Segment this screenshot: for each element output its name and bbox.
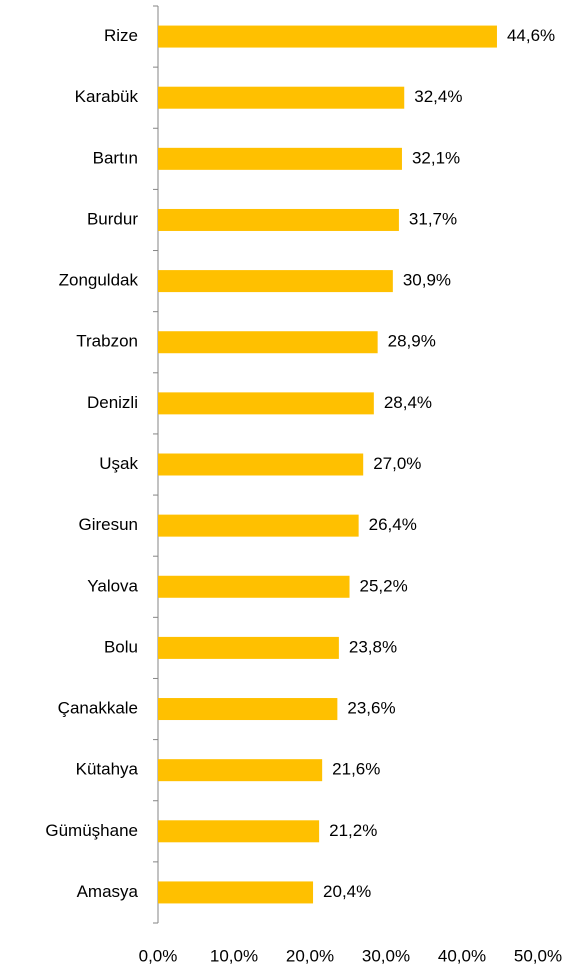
y-tick-label: Uşak <box>99 454 138 473</box>
value-label: 32,1% <box>412 148 460 167</box>
y-tick-label: Bolu <box>104 637 138 656</box>
bar <box>158 453 364 476</box>
y-tick-label: Giresun <box>78 515 138 534</box>
bar <box>158 392 374 415</box>
value-label: 21,6% <box>332 760 380 779</box>
bar <box>158 331 378 354</box>
bar <box>158 25 497 48</box>
x-tick-label: 40,0% <box>438 946 486 965</box>
x-tick-label: 50,0% <box>514 946 562 965</box>
x-tick-label: 30,0% <box>362 946 410 965</box>
value-label: 44,6% <box>507 26 555 45</box>
bar <box>158 514 359 537</box>
y-tick-label: Burdur <box>87 209 138 228</box>
value-label: 23,6% <box>347 699 395 718</box>
value-label: 28,9% <box>388 332 436 351</box>
value-label: 32,4% <box>414 87 462 106</box>
bar <box>158 270 393 293</box>
value-label: 27,0% <box>373 454 421 473</box>
value-label: 31,7% <box>409 209 457 228</box>
y-tick-label: Rize <box>104 26 138 45</box>
value-label: 26,4% <box>369 515 417 534</box>
x-tick-label: 20,0% <box>286 946 334 965</box>
y-tick-label: Trabzon <box>76 332 138 351</box>
bar <box>158 86 405 109</box>
y-tick-label: Kütahya <box>76 760 139 779</box>
x-tick-label: 0,0% <box>139 946 178 965</box>
bar <box>158 881 314 904</box>
bar <box>158 147 402 170</box>
y-tick-label: Bartın <box>93 148 138 167</box>
y-tick-label: Çanakkale <box>58 699 138 718</box>
y-tick-label: Gümüşhane <box>45 821 138 840</box>
y-tick-label: Zonguldak <box>59 271 139 290</box>
value-label: 30,9% <box>403 271 451 290</box>
y-tick-label: Yalova <box>87 576 138 595</box>
y-tick-label: Amasya <box>77 882 139 901</box>
bar <box>158 698 338 721</box>
bar <box>158 208 399 231</box>
value-label: 28,4% <box>384 393 432 412</box>
x-tick-label: 10,0% <box>210 946 258 965</box>
bar <box>158 636 339 659</box>
value-label: 21,2% <box>329 821 377 840</box>
bar <box>158 575 350 598</box>
value-label: 23,8% <box>349 637 397 656</box>
y-tick-label: Karabük <box>75 87 139 106</box>
bar <box>158 759 323 782</box>
value-label: 20,4% <box>323 882 371 901</box>
value-label: 25,2% <box>360 576 408 595</box>
bar <box>158 820 320 843</box>
y-tick-label: Denizli <box>87 393 138 412</box>
